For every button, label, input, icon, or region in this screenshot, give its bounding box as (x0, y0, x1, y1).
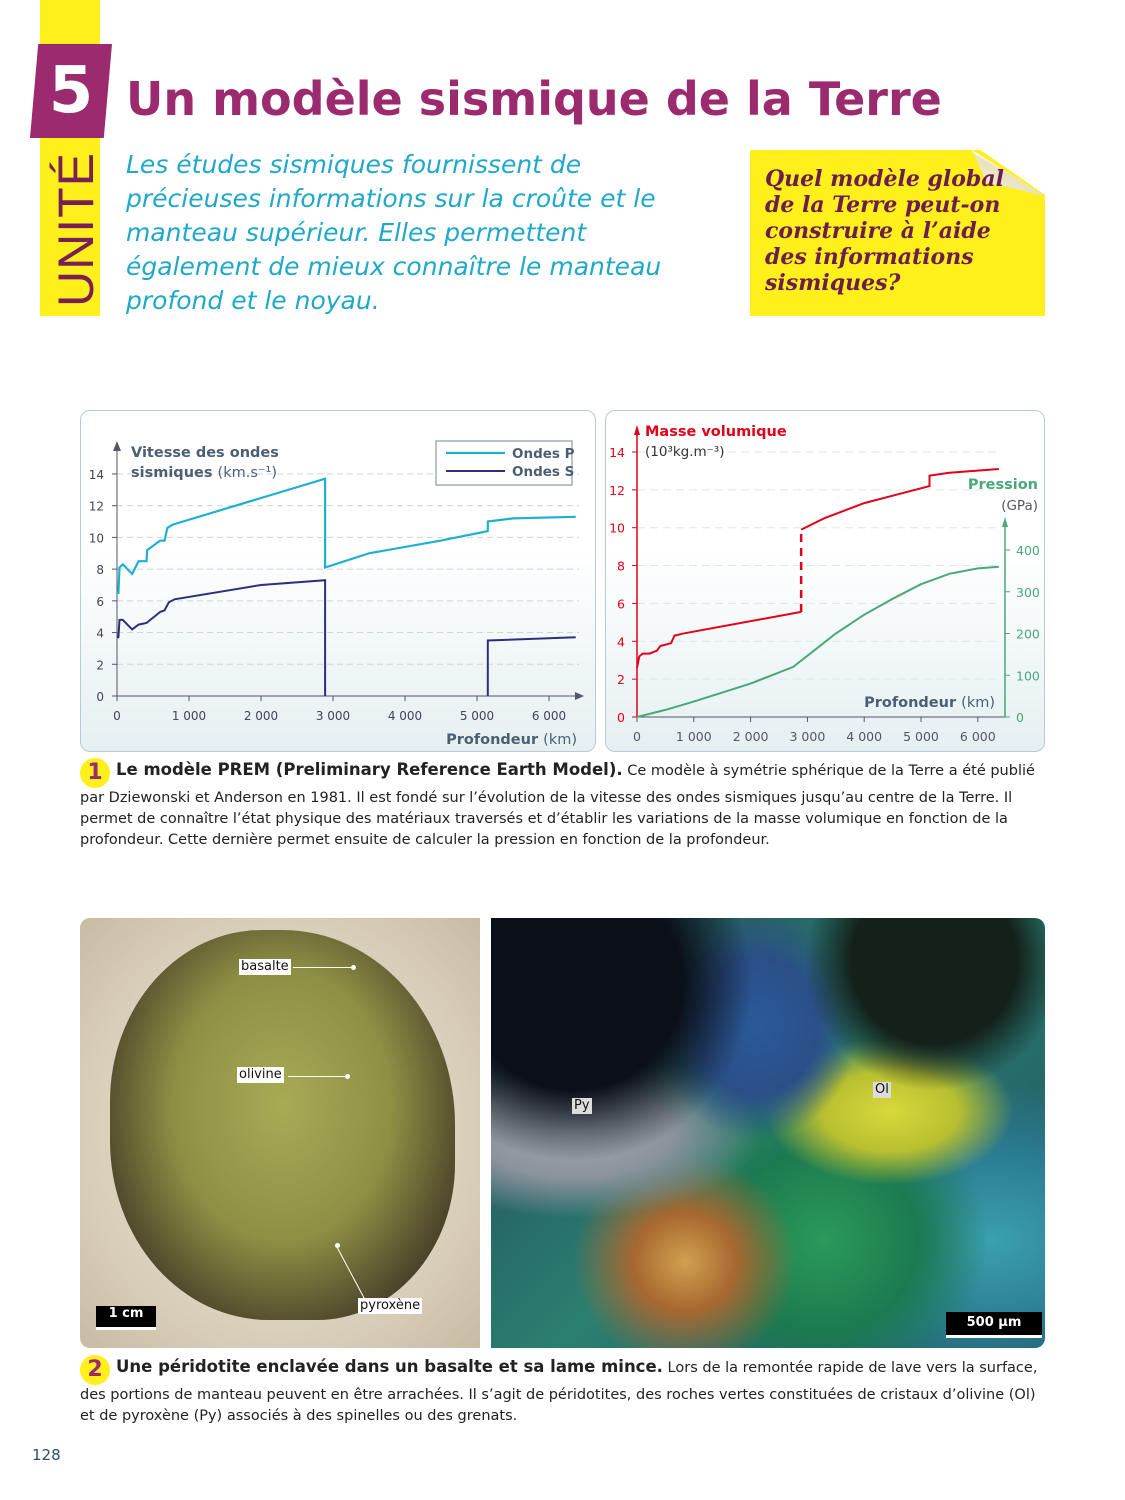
x-tick-label: 6 000 (960, 729, 996, 744)
y-tick-label: 4 (617, 634, 625, 649)
y-axis-label: Masse volumique (645, 424, 787, 440)
leader-line (288, 1076, 348, 1077)
photo-thin-section (491, 918, 1045, 1348)
rock-sample (110, 930, 455, 1320)
y-tick-label: 10 (89, 531, 104, 545)
y-axis-arrow (113, 441, 121, 451)
y-tick-label: 12 (609, 483, 625, 498)
y-axis-label: Vitesse des ondes (131, 445, 279, 461)
x-axis-label: Profondeur (km) (864, 695, 995, 711)
label-py: Py (572, 1098, 592, 1114)
page-number: 128 (32, 1446, 61, 1464)
leader-dot (351, 965, 356, 970)
y2-tick-label: 400 (1016, 543, 1040, 558)
doc2-badge: 2 (80, 1355, 110, 1385)
chart-density-box: 0 2 4 6 8 10 12 14 0 1 000 2 000 3 000 4 000 5 000 6 0… (605, 410, 1045, 752)
doc2-title: Une péridotite enclavée dans un basalte … (116, 1357, 663, 1376)
y2-axis-label: Pression (968, 477, 1038, 493)
y-axis-unit: (km.s⁻¹) (218, 465, 277, 481)
y-tick-label: 14 (89, 468, 104, 482)
y-axis-label-2: sismiques (km.s⁻¹) (131, 465, 277, 481)
y-tick-label: 12 (89, 500, 104, 514)
unit-number-box (30, 44, 112, 138)
y2-axis-unit: (GPa) (1001, 498, 1038, 514)
x-tick-label: 4 000 (846, 729, 882, 744)
doc2-text: Lors de la remontée rapide de lave vers … (80, 1360, 1038, 1424)
chart-velocity-box: 0 2 4 6 8 10 12 14 0 1 000 2 000 3 000 4 000 5 000 6 0… (80, 410, 596, 752)
unit-label: UNITÉ (48, 152, 104, 308)
legend-box (435, 440, 573, 486)
doc1-caption: 1 Le modèle PREM (Preliminary Reference E… (80, 758, 1040, 851)
label-pyroxene: pyroxène (358, 1298, 423, 1314)
x-axis-label: Profondeur (km) (446, 732, 577, 748)
legend-label-s: Ondes S (512, 464, 574, 480)
doc1-text: Ce modèle à symétrie sphérique de la Ter… (80, 763, 1035, 848)
series-density (636, 468, 999, 668)
x-tick-label: 6 000 (532, 709, 566, 723)
x-tick-label: 5 000 (903, 729, 939, 744)
x-axis-arrow (575, 692, 584, 700)
x-tick-label: 3 000 (790, 729, 826, 744)
x-axis-unit: (km) (961, 695, 995, 711)
scale-bar-1cm: 1 cm (96, 1306, 156, 1330)
y-tick-label: 10 (609, 521, 625, 536)
x-tick-label: 0 (633, 729, 641, 744)
y-tick-label: 8 (617, 559, 625, 574)
x-tick-label: 0 (113, 709, 121, 723)
x-tick-label: 1 000 (172, 709, 206, 723)
y-axis-arrow (634, 425, 640, 435)
x-tick-label: 1 000 (676, 729, 712, 744)
chart-velocity: 0 2 4 6 8 10 12 14 0 1 000 2 000 3 000 4 000 5 000 6 0… (89, 440, 584, 748)
x-tick-label: 4 000 (388, 709, 422, 723)
y-tick-label: 2 (96, 658, 104, 672)
y-tick-label: 0 (96, 690, 104, 704)
y2-tick-label: 200 (1016, 627, 1040, 642)
scale-bar-500um: 500 µm (946, 1312, 1042, 1338)
leader-dot (345, 1074, 350, 1079)
unit-number: 5 (48, 54, 94, 128)
doc2-caption: 2 Une péridotite enclavée dans un basalte… (80, 1355, 1040, 1427)
x-tick-label: 2 000 (244, 709, 278, 723)
y-tick-label: 4 (96, 627, 104, 641)
y2-axis-arrow (1002, 517, 1008, 527)
x-axis-unit: (km) (543, 732, 577, 748)
y-axis-unit: (10³kg.m⁻³) (645, 444, 725, 460)
x-tick-label: 2 000 (733, 729, 769, 744)
y-tick-label: 6 (96, 595, 104, 609)
series-p-waves (117, 477, 576, 594)
y2-tick-label: 0 (1016, 710, 1024, 725)
legend-label-p: Ondes P (512, 446, 575, 462)
x-tick-label: 5 000 (460, 709, 494, 723)
label-olivine: olivine (237, 1067, 284, 1083)
y2-tick-label: 300 (1016, 585, 1040, 600)
label-ol: Ol (873, 1082, 891, 1098)
series-pressure (636, 565, 999, 718)
y-tick-label: 6 (617, 596, 625, 611)
page-title: Un modèle sismique de la Terre (126, 72, 942, 126)
y-tick-label: 8 (96, 563, 104, 577)
y-tick-label: 0 (617, 710, 625, 725)
leader-dot (335, 1243, 340, 1248)
leader-line (293, 967, 353, 968)
doc1-title: Le modèle PREM (Preliminary Reference Ea… (116, 760, 623, 779)
x-tick-label: 3 000 (316, 709, 350, 723)
series-s-waves (117, 579, 576, 696)
question-text: Quel modèle global de la Terre peut-on c… (765, 166, 1004, 296)
label-basalte: basalte (239, 959, 291, 975)
y-tick-label: 14 (609, 445, 625, 460)
intro-text: Les études sismiques fournissent de préc… (126, 150, 662, 315)
y2-tick-label: 100 (1016, 668, 1040, 683)
chart-density-pressure: 0 2 4 6 8 10 12 14 0 1 000 2 000 3 000 4 000 5 000 6 0… (609, 424, 1040, 744)
doc1-badge: 1 (80, 758, 110, 788)
y-tick-label: 2 (617, 672, 625, 687)
